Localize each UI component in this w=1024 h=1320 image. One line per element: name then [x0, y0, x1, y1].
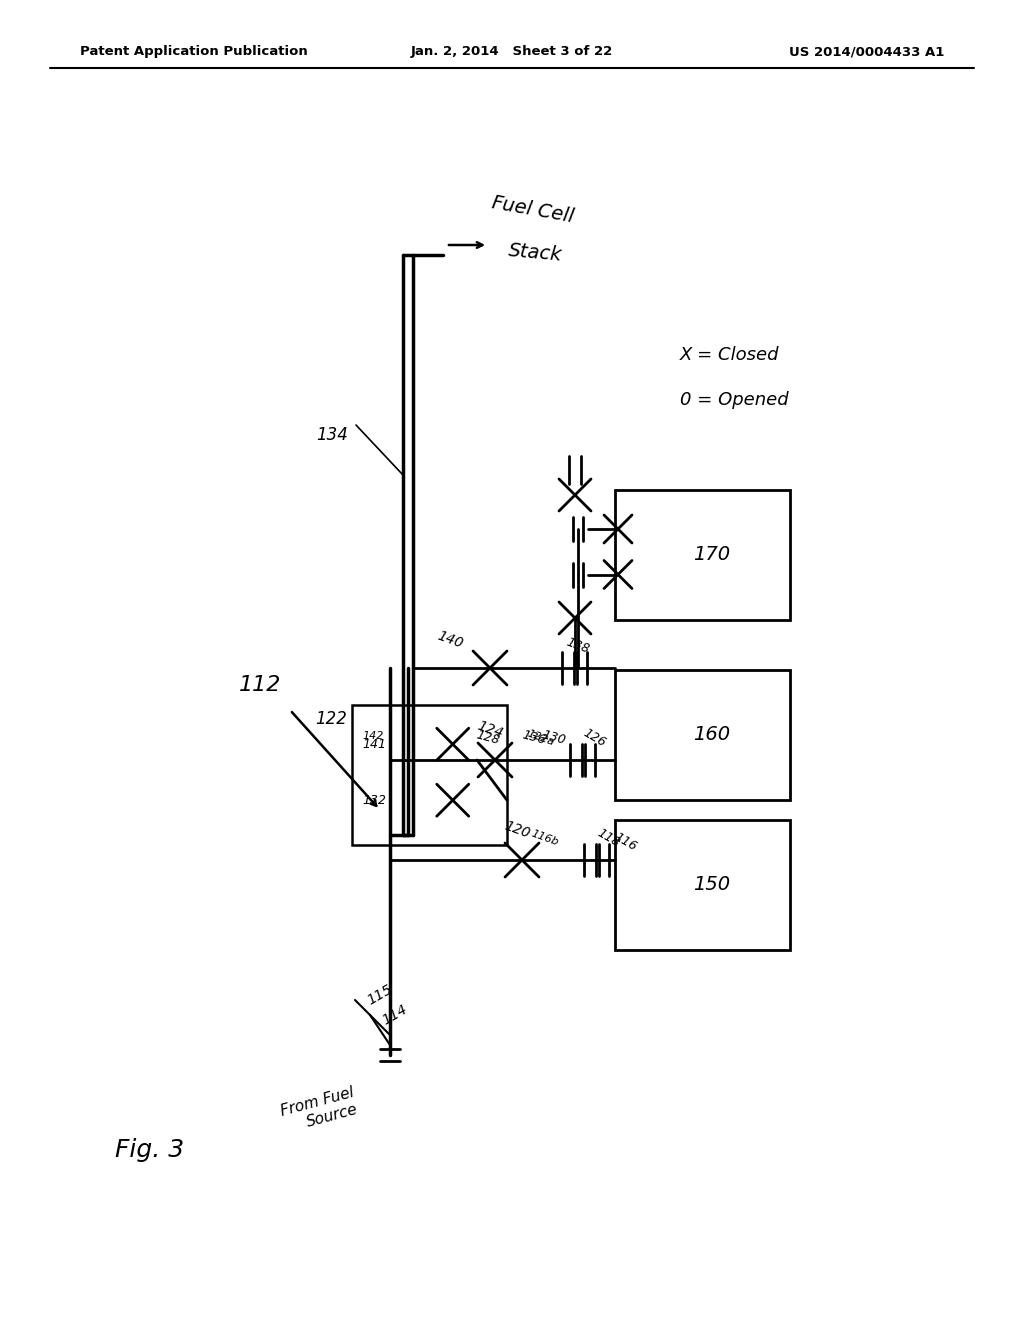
Text: 136: 136 — [521, 729, 548, 747]
Text: 150: 150 — [692, 875, 730, 895]
Bar — [615, 671, 790, 800]
Text: 0 = Opened: 0 = Opened — [680, 391, 788, 409]
Text: Stack: Stack — [508, 242, 563, 265]
Text: Patent Application Publication: Patent Application Publication — [80, 45, 308, 58]
Text: 115: 115 — [365, 982, 395, 1007]
Text: 142: 142 — [362, 731, 383, 742]
Text: 120: 120 — [502, 818, 531, 841]
Text: 126: 126 — [581, 726, 608, 750]
Text: 122: 122 — [315, 710, 347, 729]
Text: 134: 134 — [316, 426, 348, 444]
Text: Jan. 2, 2014   Sheet 3 of 22: Jan. 2, 2014 Sheet 3 of 22 — [411, 45, 613, 58]
Text: 116: 116 — [612, 830, 639, 854]
Text: 160: 160 — [692, 726, 730, 744]
Text: Fig. 3: Fig. 3 — [115, 1138, 184, 1162]
Text: 118: 118 — [595, 826, 623, 850]
Text: 141: 141 — [362, 738, 386, 751]
Bar — [352, 705, 507, 845]
Text: 124: 124 — [475, 719, 505, 741]
Text: 116b: 116b — [529, 829, 560, 847]
Text: US 2014/0004433 A1: US 2014/0004433 A1 — [788, 45, 944, 58]
Text: 132: 132 — [362, 793, 386, 807]
Text: 122a: 122a — [526, 729, 556, 747]
Text: 170: 170 — [692, 545, 730, 565]
Text: 114: 114 — [380, 1002, 410, 1028]
Text: From Fuel
Source: From Fuel Source — [279, 1085, 360, 1135]
Text: 140: 140 — [435, 628, 465, 651]
Bar — [615, 490, 790, 620]
Bar — [615, 820, 790, 950]
Text: X = Closed: X = Closed — [680, 346, 779, 364]
Text: 130: 130 — [541, 729, 567, 747]
Text: 112: 112 — [239, 675, 282, 696]
Text: Fuel Cell: Fuel Cell — [490, 194, 574, 227]
Text: 128: 128 — [474, 729, 501, 747]
Text: 138: 138 — [564, 636, 592, 656]
